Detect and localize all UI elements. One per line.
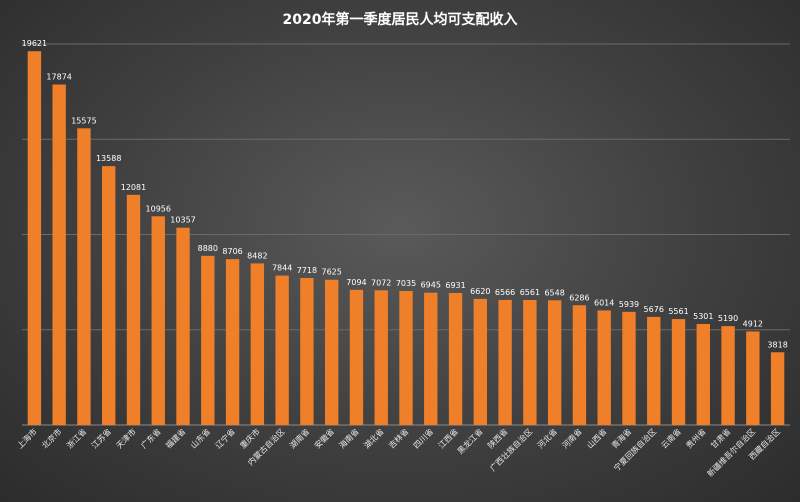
tick-label-11: 湖南省 xyxy=(287,426,311,450)
data-label-4: 12081 xyxy=(121,183,146,192)
tick-label-13: 海南省 xyxy=(337,426,361,450)
data-label-24: 5939 xyxy=(619,300,639,309)
data-label-1: 17874 xyxy=(46,73,71,82)
tick-label-8: 辽宁省 xyxy=(213,426,237,450)
bar-18 xyxy=(473,298,488,425)
bar-4 xyxy=(126,194,141,425)
tick-label-4: 天津市 xyxy=(114,426,138,450)
tick-label-12: 安徽省 xyxy=(312,426,336,450)
tick-label-9: 重庆市 xyxy=(238,426,262,450)
data-label-19: 6566 xyxy=(495,288,515,297)
data-label-11: 7718 xyxy=(297,266,317,275)
bar-7 xyxy=(201,255,215,425)
tick-label-3: 江苏省 xyxy=(89,426,113,450)
bar-27 xyxy=(696,324,710,425)
bar-30 xyxy=(770,352,785,425)
data-label-2: 15575 xyxy=(71,116,96,125)
tick-label-19: 陕西省 xyxy=(485,426,509,450)
bar-12 xyxy=(324,279,339,425)
tick-label-2: 浙江省 xyxy=(64,426,88,450)
tick-label-7: 山东省 xyxy=(188,426,212,450)
bars xyxy=(27,51,785,426)
data-label-14: 7072 xyxy=(371,278,391,287)
bar-13 xyxy=(349,289,364,425)
tick-label-17: 江西省 xyxy=(436,426,460,450)
bar-17 xyxy=(448,292,463,425)
data-label-26: 5561 xyxy=(668,307,688,316)
category-tick-labels: 上海市 北京市 浙江省 江苏省 天津市 广东省 福建省 山东省 辽宁省 重庆市内蒙古自治区 湖南省安… xyxy=(15,426,782,478)
tick-label-5: 广东省 xyxy=(139,426,163,450)
bar-1 xyxy=(52,84,66,425)
tick-label-20: 广西壮族自治区 xyxy=(488,426,535,473)
bar-6 xyxy=(176,227,190,425)
tick-label-28: 甘肃省 xyxy=(708,426,732,450)
data-label-29: 4912 xyxy=(743,319,763,328)
data-label-6: 10357 xyxy=(170,216,195,225)
data-label-8: 8706 xyxy=(222,247,242,256)
bar-5 xyxy=(151,216,165,425)
data-label-20: 6561 xyxy=(520,288,540,297)
bar-10 xyxy=(275,275,289,425)
tick-label-6: 福建省 xyxy=(163,426,187,450)
data-label-0: 19621 xyxy=(22,39,47,48)
data-label-21: 6548 xyxy=(544,288,564,297)
bar-25 xyxy=(647,316,661,425)
bar-21 xyxy=(547,300,562,425)
bar-14 xyxy=(374,290,388,425)
tick-label-26: 云南省 xyxy=(659,426,683,450)
data-label-18: 6620 xyxy=(470,287,490,296)
bar-0 xyxy=(27,51,42,426)
bar-24 xyxy=(622,311,636,425)
tick-label-18: 黑龙江省 xyxy=(455,426,485,456)
data-label-9: 8482 xyxy=(247,251,267,260)
bar-19 xyxy=(498,299,512,425)
data-label-13: 7094 xyxy=(346,278,366,287)
data-label-15: 7035 xyxy=(396,279,416,288)
data-label-17: 6931 xyxy=(445,281,465,290)
bar-2 xyxy=(77,128,91,425)
bar-11 xyxy=(300,277,314,425)
bar-16 xyxy=(424,292,438,425)
bar-29 xyxy=(746,331,760,425)
bar-9 xyxy=(250,263,265,425)
data-labels: 19621 17874 15575 13588 12081 10956 10357 8880 8… xyxy=(22,39,788,349)
bar-26 xyxy=(671,319,686,425)
chart-title: 2020年第一季度居民人均可支配收入 xyxy=(283,11,518,28)
bar-23 xyxy=(597,310,611,425)
data-label-22: 6286 xyxy=(569,293,589,302)
data-label-7: 8880 xyxy=(198,244,218,253)
data-label-23: 6014 xyxy=(594,298,614,307)
data-label-3: 13588 xyxy=(96,154,121,163)
tick-label-15: 吉林省 xyxy=(386,426,410,450)
bar-28 xyxy=(721,326,735,425)
data-label-27: 5301 xyxy=(693,312,713,321)
tick-label-23: 山西省 xyxy=(585,426,609,450)
tick-label-14: 湖北省 xyxy=(362,426,386,450)
data-label-5: 10956 xyxy=(146,204,171,213)
data-label-30: 3818 xyxy=(767,340,787,349)
bar-22 xyxy=(572,305,587,425)
tick-label-21: 河北省 xyxy=(535,426,559,450)
bar-15 xyxy=(399,290,413,425)
tick-label-22: 河南省 xyxy=(560,426,584,450)
tick-label-1: 北京市 xyxy=(40,426,64,450)
data-label-16: 6945 xyxy=(421,281,441,290)
tick-label-27: 贵州省 xyxy=(684,426,708,450)
data-label-10: 7844 xyxy=(272,264,292,273)
bar-3 xyxy=(102,166,116,425)
tick-label-16: 四川省 xyxy=(411,426,435,450)
data-label-25: 5676 xyxy=(644,305,664,314)
tick-label-24: 青海省 xyxy=(609,426,633,450)
bar-20 xyxy=(523,300,537,425)
data-label-28: 5190 xyxy=(718,314,738,323)
data-label-12: 7625 xyxy=(321,268,341,277)
tick-label-0: 上海市 xyxy=(15,426,39,450)
tick-label-25: 宁夏回族自治区 xyxy=(611,426,658,473)
bar-8 xyxy=(225,259,240,425)
